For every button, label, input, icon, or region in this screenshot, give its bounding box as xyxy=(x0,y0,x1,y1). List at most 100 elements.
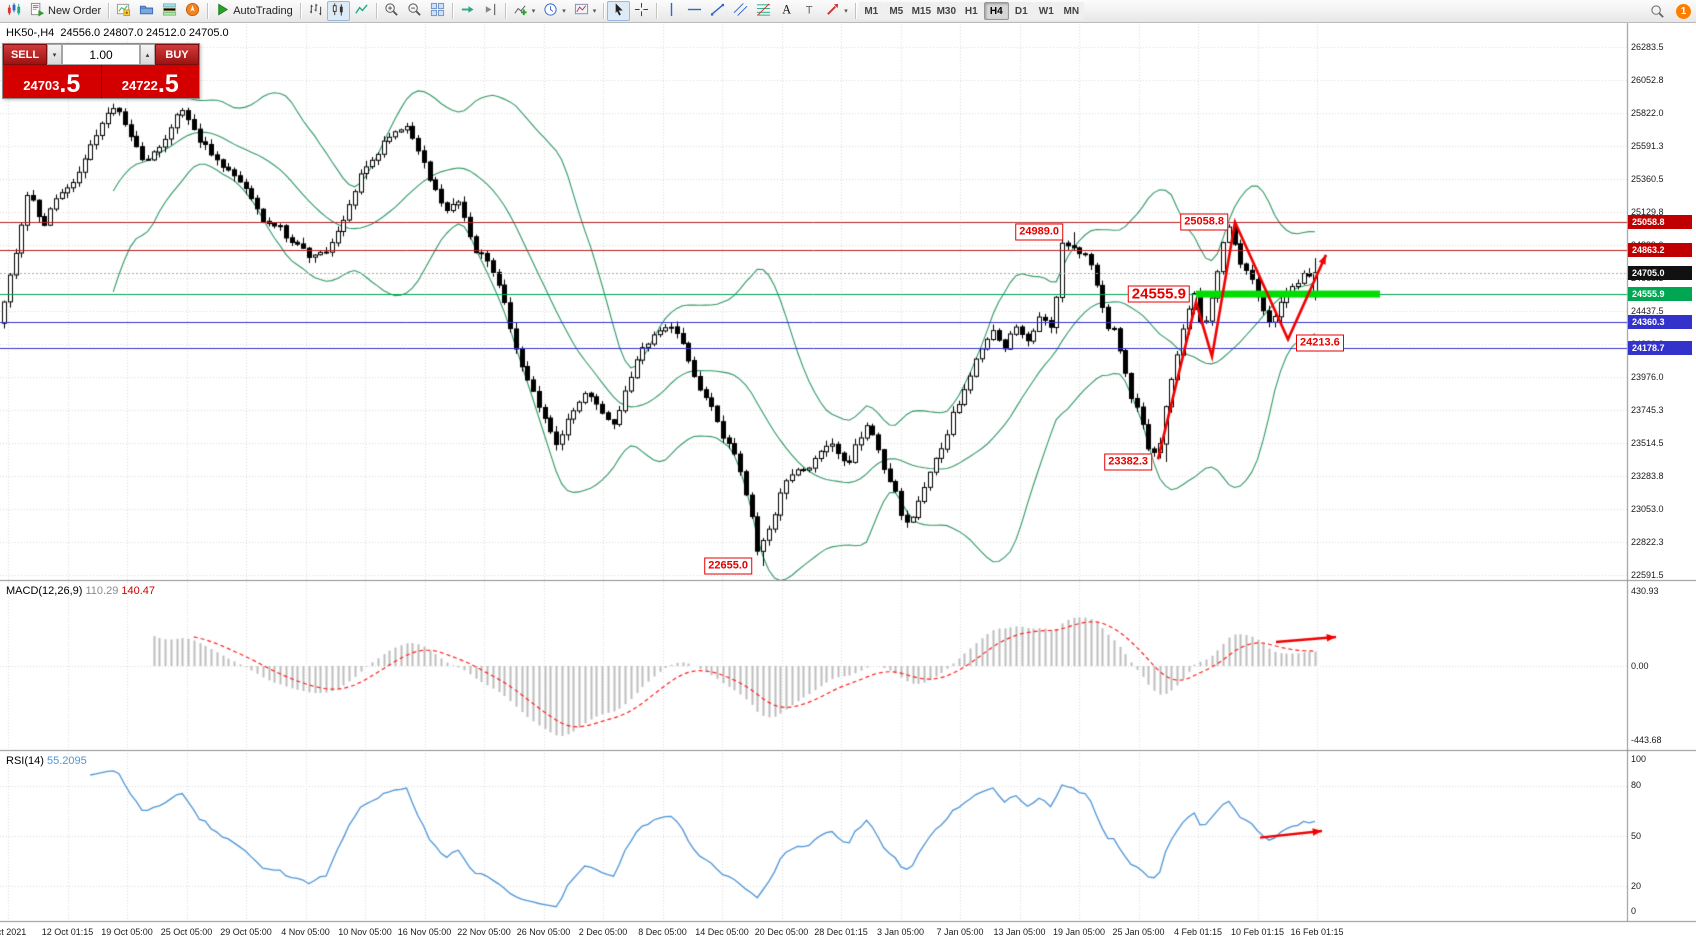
timeframe-mn-button[interactable]: MN xyxy=(1058,2,1084,20)
price-annotation-24213-6[interactable]: 24213.6 xyxy=(1296,334,1344,352)
time-axis-label[interactable]: 22 Nov 05:00 xyxy=(457,927,511,937)
time-axis-label[interactable]: 13 Jan 05:00 xyxy=(993,927,1046,937)
crosshair-button[interactable] xyxy=(630,1,653,21)
navigator-button[interactable] xyxy=(181,1,204,21)
text-button[interactable]: A xyxy=(775,1,798,21)
autotrading-icon xyxy=(215,2,230,20)
sell-button[interactable]: SELL xyxy=(3,44,47,65)
chevron-down-icon: ▾ xyxy=(592,8,597,15)
fibonacci-button[interactable] xyxy=(752,1,775,21)
trendline-icon xyxy=(710,2,725,20)
volume-increase-button[interactable]: ▴ xyxy=(140,44,155,65)
equidistant-channel-button[interactable] xyxy=(729,1,752,21)
time-axis-label[interactable]: 19 Jan 05:00 xyxy=(1052,927,1106,937)
timeframe-m15-button[interactable]: M15 xyxy=(908,2,934,20)
zoom-out-button[interactable] xyxy=(403,1,426,21)
time-axis-label[interactable]: 16 Feb 01:15 xyxy=(1290,927,1344,937)
time-axis-label[interactable]: 19 Oct 05:00 xyxy=(101,927,153,937)
trendline-button[interactable] xyxy=(706,1,729,21)
time-axis-label[interactable]: 14 Dec 05:00 xyxy=(695,927,749,937)
timeframe-h4-button[interactable]: H4 xyxy=(983,2,1009,20)
time-axis-label[interactable]: 4 Feb 01:15 xyxy=(1173,927,1223,937)
time-axis-label[interactable]: 4 Nov 05:00 xyxy=(281,927,330,937)
toolbar-separator xyxy=(603,3,605,19)
timeframe-w1-button[interactable]: W1 xyxy=(1033,2,1059,20)
toolbar-separator xyxy=(207,3,209,19)
time-axis-label[interactable]: Oct 2021 xyxy=(0,927,27,937)
buy-button[interactable]: BUY xyxy=(155,44,199,65)
timeframe-m5-button[interactable]: M5 xyxy=(883,2,909,20)
line-chart-button[interactable] xyxy=(350,1,373,21)
candle-chart-button[interactable] xyxy=(326,1,350,21)
new-chart-button[interactable] xyxy=(112,1,135,21)
price-axis-label: 22822.3 xyxy=(1631,537,1664,548)
rsi-scale-0: 0 xyxy=(1631,906,1637,916)
chevron-down-icon: ▾ xyxy=(531,8,536,15)
notification-badge[interactable]: 1 xyxy=(1676,4,1691,19)
tile-windows-button[interactable] xyxy=(426,1,449,21)
time-axis-label[interactable]: 10 Nov 05:00 xyxy=(338,927,392,937)
time-axis-label[interactable]: 7 Jan 05:00 xyxy=(936,927,984,937)
arrows-button[interactable]: ▾ xyxy=(821,1,852,21)
market-watch-icon xyxy=(162,2,177,20)
templates-button[interactable]: ▾ xyxy=(570,1,601,21)
horizontal-line-button[interactable] xyxy=(683,1,706,21)
zoom-in-button[interactable] xyxy=(380,1,403,21)
price-axis-label: 25822.0 xyxy=(1631,107,1664,118)
search-icon[interactable] xyxy=(1646,2,1669,22)
new-order-button[interactable]: New Order xyxy=(26,1,105,21)
time-axis-label[interactable]: 3 Jan 05:00 xyxy=(876,927,925,937)
time-axis-label[interactable]: 20 Dec 05:00 xyxy=(754,927,809,937)
time-axis-label[interactable]: 12 Oct 01:15 xyxy=(41,927,94,937)
macd-indicator-label: MACD(12,26,9) 110.29 140.47 xyxy=(6,585,155,597)
time-axis-label[interactable]: 26 Nov 05:00 xyxy=(516,927,571,937)
timeframe-d1-button[interactable]: D1 xyxy=(1008,2,1034,20)
profiles-button[interactable] xyxy=(135,1,158,21)
timeframe-m1-button[interactable]: M1 xyxy=(858,2,884,20)
line-chart-icon xyxy=(354,2,369,20)
sell-price-display[interactable]: 24703.5 xyxy=(3,65,101,98)
bar-chart-button[interactable] xyxy=(304,1,327,21)
time-axis-label[interactable]: 16 Nov 05:00 xyxy=(397,927,452,937)
auto-scroll-button[interactable] xyxy=(456,1,479,21)
rsi-scale-20: 20 xyxy=(1631,881,1642,891)
autotrading-button[interactable]: AutoTrading xyxy=(211,1,297,21)
price-badge-24360-3: 24360.3 xyxy=(1628,315,1692,330)
timeframe-m30-button[interactable]: M30 xyxy=(933,2,959,20)
time-axis-label[interactable]: 10 Feb 01:15 xyxy=(1230,927,1285,937)
toolbar-separator xyxy=(299,3,301,19)
price-annotation-25058-8[interactable]: 25058.8 xyxy=(1180,213,1228,231)
one-click-trading-panel: SELL ▾ 1.00 ▴ BUY 24703.5 24722.5 xyxy=(2,43,200,99)
rsi-value: 55.2095 xyxy=(46,755,87,767)
vertical-line-button[interactable] xyxy=(660,1,683,21)
text-label-button[interactable]: T xyxy=(798,1,821,21)
market-watch-button[interactable] xyxy=(158,1,181,21)
time-axis-label[interactable]: 8 Dec 05:00 xyxy=(638,927,687,937)
periods-button[interactable]: ▾ xyxy=(539,1,570,21)
volume-input[interactable]: 1.00 xyxy=(62,44,140,65)
svg-text:T: T xyxy=(806,4,813,16)
volume-decrease-button[interactable]: ▾ xyxy=(47,44,62,65)
buy-price-display[interactable]: 24722.5 xyxy=(101,65,199,98)
logo-icon xyxy=(7,2,22,20)
macd-name: MACD(12,26,9) xyxy=(6,585,83,597)
toolbar: New Order AutoTrading ▾ ▾ ▾ A T ▾ M1 M5 M15 M30 H1 H4… xyxy=(0,0,1696,23)
cursor-icon xyxy=(611,2,626,20)
time-axis-label[interactable]: 25 Jan 05:00 xyxy=(1112,927,1165,937)
zoom-in-icon xyxy=(384,2,399,20)
time-axis-label[interactable]: 2 Dec 05:00 xyxy=(578,927,628,937)
price-annotation-24989-0[interactable]: 24989.0 xyxy=(1015,223,1063,241)
price-annotation-22655-0[interactable]: 22655.0 xyxy=(704,557,752,575)
time-axis-label[interactable]: 25 Oct 05:00 xyxy=(160,927,213,937)
price-annotation-23382-3[interactable]: 23382.3 xyxy=(1104,453,1152,471)
price-axis-label: 23514.5 xyxy=(1631,438,1664,449)
indicators-button[interactable]: ▾ xyxy=(509,1,540,21)
time-axis-label[interactable]: 28 Dec 01:15 xyxy=(814,927,868,937)
time-axis-label[interactable]: 29 Oct 05:00 xyxy=(220,927,272,937)
price-annotation-24555-9[interactable]: 24555.9 xyxy=(1127,285,1190,303)
cursor-button[interactable] xyxy=(607,1,631,21)
price-axis-label: 22591.5 xyxy=(1631,570,1664,581)
chart-shift-button[interactable] xyxy=(479,1,502,21)
timeframe-h1-button[interactable]: H1 xyxy=(958,2,984,20)
